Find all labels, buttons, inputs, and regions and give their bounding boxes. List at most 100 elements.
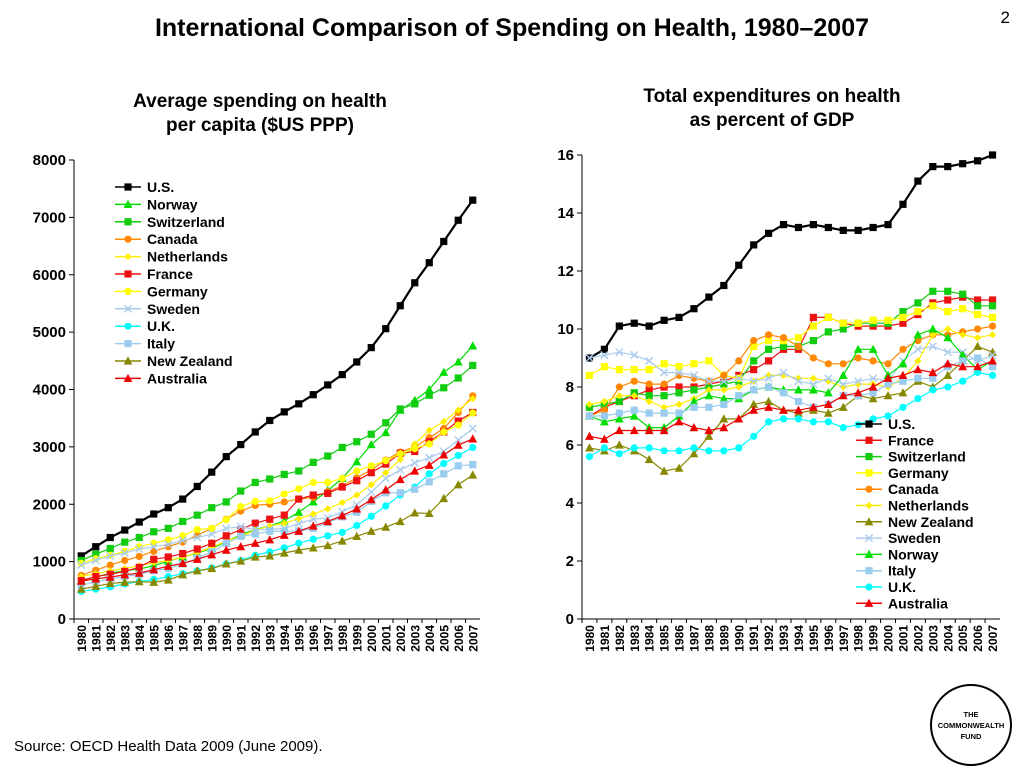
data-point-sweden: [236, 522, 245, 531]
legend-marker: [124, 235, 132, 243]
series-line-switzerland: [589, 290, 993, 408]
data-point-u-s: [425, 259, 433, 267]
x-tick-label: 1982: [613, 625, 627, 652]
data-point-germany: [809, 322, 817, 330]
data-point-u-s: [899, 200, 907, 208]
data-point-sweden: [704, 377, 713, 386]
data-point-new-zealand: [644, 454, 654, 464]
legend-label-switzerland: Switzerland: [888, 449, 966, 465]
x-tick-label: 1982: [104, 625, 118, 652]
data-point-australia: [308, 521, 318, 530]
data-point-italy: [720, 400, 728, 408]
data-point-sweden: [719, 377, 728, 386]
data-point-u-s: [765, 229, 773, 237]
data-point-switzerland: [675, 389, 683, 397]
legend-marker: [865, 420, 873, 428]
data-point-new-zealand: [178, 570, 188, 579]
data-point-australia: [644, 425, 654, 435]
data-point-france: [237, 525, 245, 534]
legend-marker: [865, 469, 873, 477]
data-point-u-s: [135, 518, 143, 526]
data-point-u-k: [839, 424, 847, 432]
legend-label-france: France: [888, 432, 934, 448]
data-point-netherlands: [454, 406, 462, 414]
x-tick-label: 1992: [762, 625, 776, 652]
data-point-u-k: [645, 444, 653, 452]
data-point-canada: [121, 556, 129, 565]
data-point-u-k: [675, 447, 683, 455]
data-point-sweden: [854, 377, 863, 386]
series-line-canada: [81, 395, 474, 576]
data-point-u-k: [750, 432, 758, 440]
data-point-france: [251, 519, 259, 527]
data-point-norway: [838, 370, 848, 379]
data-point-netherlands: [809, 374, 817, 382]
data-point-canada: [135, 552, 143, 561]
legend-marker: [864, 534, 874, 543]
data-point-canada: [150, 547, 158, 555]
x-tick-label: 1997: [321, 625, 335, 652]
data-point-sweden: [734, 374, 743, 383]
data-point-germany: [309, 478, 317, 487]
data-point-italy: [675, 409, 683, 417]
data-point-netherlands: [440, 418, 448, 426]
data-point-new-zealand: [250, 552, 260, 561]
left-chart-title: Average spending on health per capita ($…: [60, 90, 460, 138]
data-point-norway: [468, 341, 478, 350]
data-point-u-s: [382, 325, 390, 333]
x-tick-label: 1981: [598, 625, 612, 652]
data-point-switzerland: [750, 357, 758, 365]
data-point-new-zealand: [973, 341, 983, 350]
data-point-australia: [764, 402, 774, 411]
data-point-australia: [149, 565, 159, 574]
data-point-sweden: [135, 544, 144, 554]
data-point-switzerland: [338, 443, 346, 452]
series-line-australia: [81, 438, 473, 582]
data-point-australia: [120, 570, 130, 579]
data-point-italy: [690, 403, 698, 411]
data-point-germany: [324, 478, 332, 487]
data-point-new-zealand: [674, 463, 684, 472]
data-point-australia: [585, 431, 594, 440]
data-point-switzerland: [824, 328, 832, 336]
data-point-new-zealand: [323, 540, 333, 550]
data-point-italy: [251, 530, 259, 538]
data-point-u-k: [765, 418, 773, 426]
data-point-new-zealand: [823, 408, 833, 417]
data-point-netherlands: [295, 514, 303, 523]
data-point-u-k: [630, 444, 638, 452]
data-point-switzerland: [914, 299, 922, 307]
data-point-new-zealand: [424, 508, 434, 518]
data-point-u-k: [353, 521, 361, 530]
series-australia: [76, 434, 478, 585]
data-point-australia: [439, 450, 449, 459]
data-point-germany: [645, 366, 653, 374]
data-point-u-s: [121, 526, 129, 534]
data-point-sweden: [454, 435, 463, 445]
data-point-u-s: [735, 261, 743, 269]
data-point-switzerland: [839, 325, 847, 333]
data-point-u-k: [469, 443, 477, 452]
data-point-switzerland: [309, 458, 317, 466]
data-point-australia: [236, 542, 246, 551]
data-point-switzerland: [237, 487, 245, 495]
data-point-u-s: [645, 322, 653, 330]
data-point-netherlands: [309, 510, 317, 518]
data-point-sweden: [928, 342, 937, 351]
data-point-germany: [425, 440, 433, 448]
legend-label-france: France: [147, 266, 193, 282]
data-point-germany: [411, 444, 419, 453]
data-point-u-k: [794, 415, 803, 423]
data-point-italy: [914, 374, 922, 382]
series-line-germany: [81, 412, 474, 564]
data-point-netherlands: [959, 331, 967, 339]
x-tick-label: 1995: [292, 625, 306, 652]
data-point-u-s: [720, 281, 728, 290]
legend-label-germany: Germany: [147, 283, 208, 299]
legend-label-canada: Canada: [888, 481, 939, 497]
x-tick-label: 1993: [777, 625, 791, 652]
legend-label-u-s: U.S.: [888, 416, 915, 432]
data-point-u-s: [974, 157, 982, 165]
series-germany: [77, 409, 477, 567]
